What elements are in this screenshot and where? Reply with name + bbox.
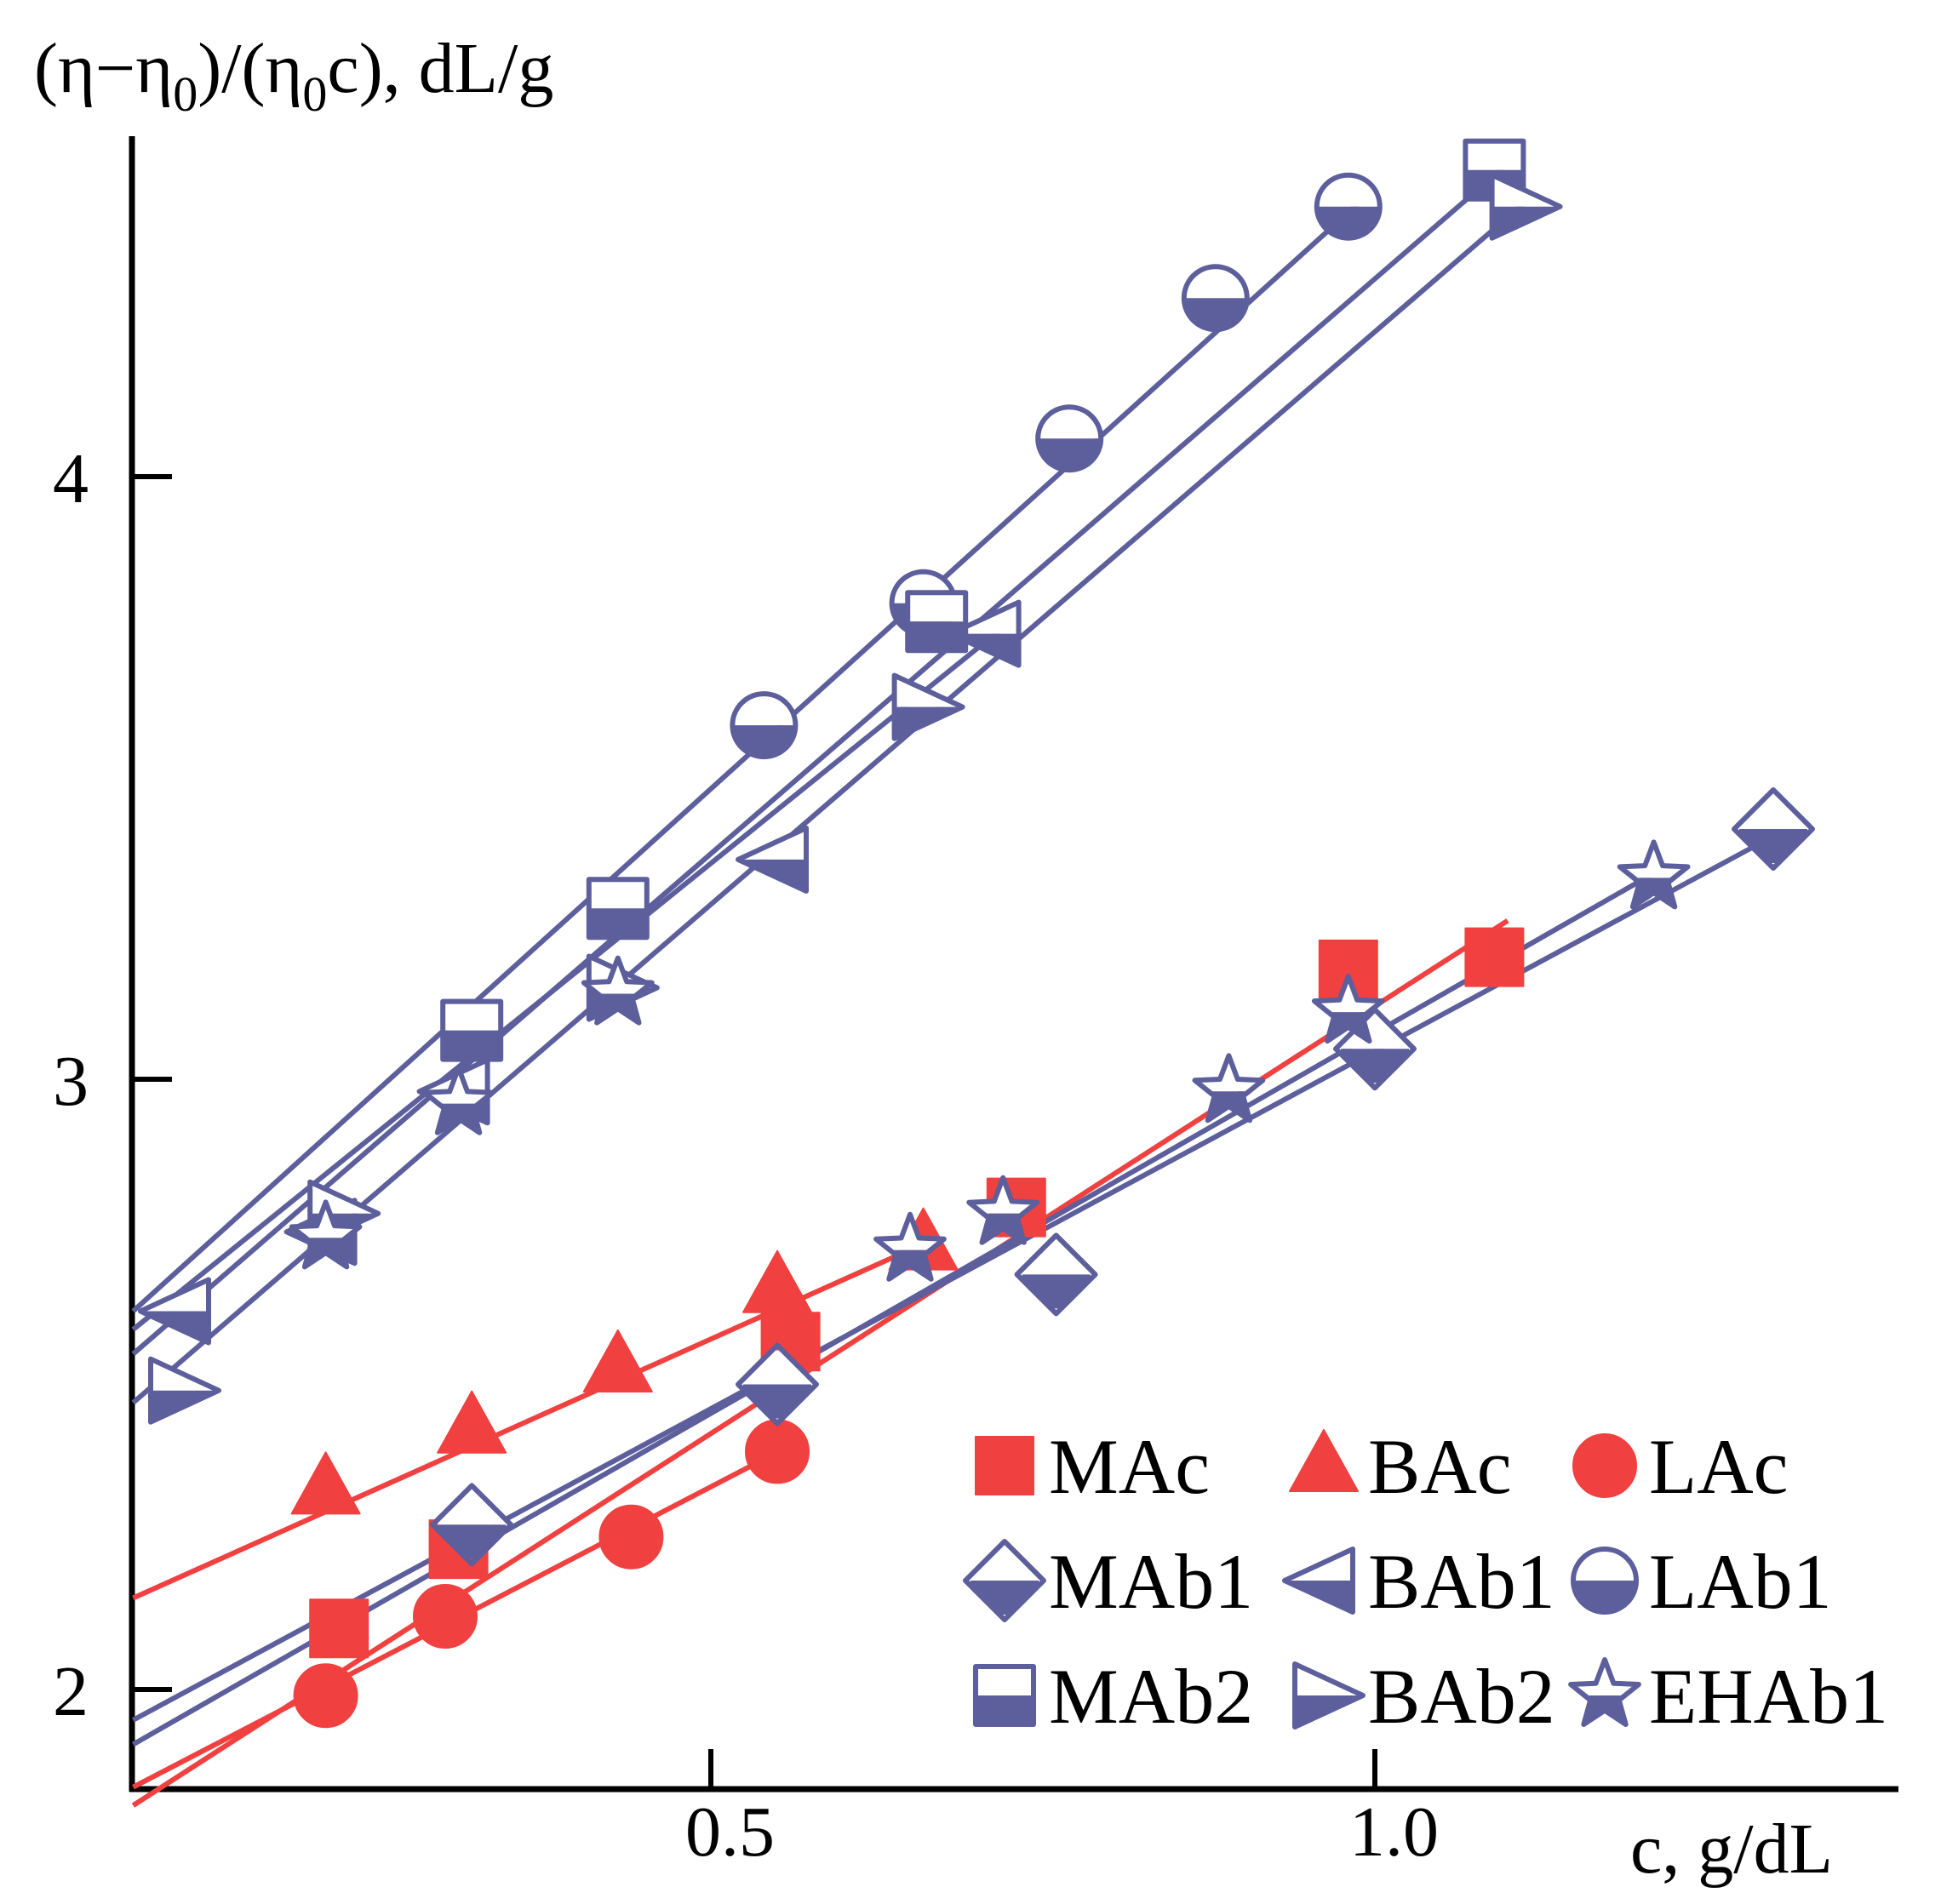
point-EHAb1-5 [1192,1053,1266,1124]
point-MAb1-3 [1333,1007,1417,1091]
point-EHAb1-1 [421,1065,495,1135]
point-MAb1-4 [1732,787,1815,871]
legend-marker-LAc [1572,1433,1637,1498]
y-tick-label-2: 2 [53,1652,89,1731]
point-BAb1-0 [138,1277,211,1346]
point-LAc-3 [745,1419,810,1484]
point-LAb1-2 [1035,404,1104,473]
point-EHAb1-0 [289,1199,363,1270]
legend-label-BAc: BAc [1368,1423,1512,1510]
point-MAb1-1 [736,1342,819,1427]
point-MAc-0 [309,1598,369,1659]
point-LAb1-4 [1314,172,1383,241]
legend-label-BAb2: BAb2 [1368,1653,1555,1740]
data-points [138,138,1815,1729]
point-MAc-5 [1464,927,1525,987]
x-tick-label-1.0: 1.0 [1349,1793,1439,1872]
point-MAb2-0 [586,877,650,941]
legend-label-LAc: LAc [1649,1423,1788,1510]
point-MAb2-1 [440,998,504,1062]
point-LAb1-3 [1181,264,1250,333]
point-EHAb1-6 [1311,974,1385,1044]
y-axis-title: (η−η0)/(η0c), dL/g [34,29,553,122]
point-BAb2-0 [148,1356,221,1425]
fit-line-MAb2 [131,162,1509,1356]
legend-marker-BAc [1289,1429,1359,1492]
legend-label-MAc: MAc [1049,1423,1210,1510]
point-BAb1-4 [948,599,1022,668]
point-BAc-1 [437,1390,507,1454]
fit-line-EHAb1 [131,863,1669,1747]
point-BAc-0 [290,1451,361,1515]
point-LAc-2 [598,1504,664,1570]
point-MAb1-0 [430,1483,514,1567]
point-BAb2-3 [891,672,965,741]
legend-marker-MAb2 [973,1664,1036,1727]
point-LAb1-0 [730,691,799,760]
fit-lines [131,162,1789,1808]
point-LAc-0 [293,1663,358,1729]
legend-label-MAb2: MAb2 [1049,1653,1253,1740]
y-tick-label-3: 3 [53,1042,89,1121]
point-MAb2-2 [905,590,969,654]
x-axis-title: c, g/dL [1630,1810,1833,1889]
x-tick-label-0.5: 0.5 [685,1793,775,1872]
point-BAc-2 [582,1329,653,1392]
point-EHAb1-2 [581,955,655,1026]
fit-line-BAb2 [131,192,1537,1405]
legend-marker-MAb1 [963,1539,1046,1622]
legend: MAc BAc LAc MAb1 BAb1 LAb1 MAb2 BAb2 EHAb1 [963,1423,1888,1740]
point-LAc-1 [413,1584,478,1649]
legend-label-MAb1: MAb1 [1049,1538,1253,1625]
legend-marker-BAb1 [1282,1547,1355,1615]
legend-marker-EHAb1 [1568,1657,1641,1727]
point-MAb1-2 [1014,1232,1098,1317]
point-EHAb1-7 [1617,839,1691,910]
legend-marker-LAb1 [1571,1547,1639,1615]
legend-marker-BAb2 [1292,1661,1366,1730]
point-EHAb1-3 [873,1211,947,1282]
point-BAb2-4 [1489,172,1563,241]
legend-label-EHAb1: EHAb1 [1649,1653,1888,1740]
legend-label-BAb1: BAb1 [1368,1538,1555,1625]
legend-marker-MAc [975,1436,1034,1495]
point-EHAb1-4 [966,1175,1040,1245]
y-tick-label-4: 4 [53,439,89,518]
point-BAb1-3 [736,825,809,894]
point-BAc-3 [742,1249,812,1313]
legend-label-LAb1: LAb1 [1649,1538,1832,1625]
fit-line-LAb1 [131,198,1364,1313]
